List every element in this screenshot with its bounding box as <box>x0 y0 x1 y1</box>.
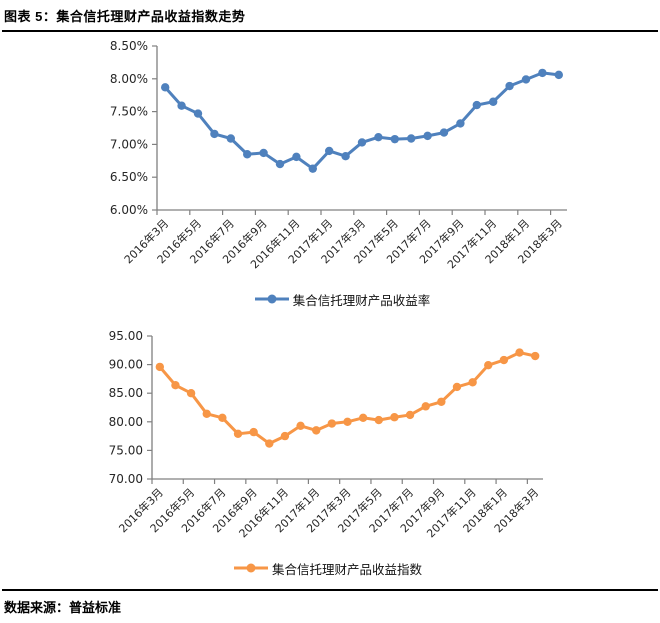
yield-index-legend: 集合信托理财产品收益指数 <box>112 559 543 577</box>
yield-rate-chart: 6.00%6.50%7.00%7.50%8.00%8.50%2016年3月201… <box>110 39 567 271</box>
svg-text:80.00: 80.00 <box>109 415 143 429</box>
svg-text:95.00: 95.00 <box>109 329 143 343</box>
svg-text:7.50%: 7.50% <box>110 105 148 119</box>
yield-rate-legend: 集合信托理财产品收益率 <box>117 290 567 308</box>
svg-text:70.00: 70.00 <box>109 472 143 486</box>
svg-text:75.00: 75.00 <box>109 443 143 457</box>
yield-index-legend-marker-icon <box>233 563 268 573</box>
yield-index-chart: 70.0075.0080.0085.0090.0095.002016年3月201… <box>109 329 543 540</box>
svg-text:8.00%: 8.00% <box>110 72 148 86</box>
figure-title: 图表 5：集合信托理财产品收益指数走势 <box>4 9 246 24</box>
yield-rate-legend-marker-icon <box>254 294 289 304</box>
svg-text:8.50%: 8.50% <box>110 39 148 53</box>
svg-text:6.00%: 6.00% <box>110 203 148 217</box>
svg-text:7.00%: 7.00% <box>110 137 148 151</box>
svg-text:90.00: 90.00 <box>109 358 143 372</box>
svg-text:85.00: 85.00 <box>109 386 143 400</box>
yield-index-legend-label: 集合信托理财产品收益指数 <box>271 562 422 577</box>
svg-text:6.50%: 6.50% <box>110 170 148 184</box>
footer-divider <box>2 589 658 591</box>
title-divider <box>2 30 658 32</box>
yield-rate-legend-label: 集合信托理财产品收益率 <box>292 293 431 308</box>
data-source: 数据来源：普益标准 <box>4 600 122 615</box>
